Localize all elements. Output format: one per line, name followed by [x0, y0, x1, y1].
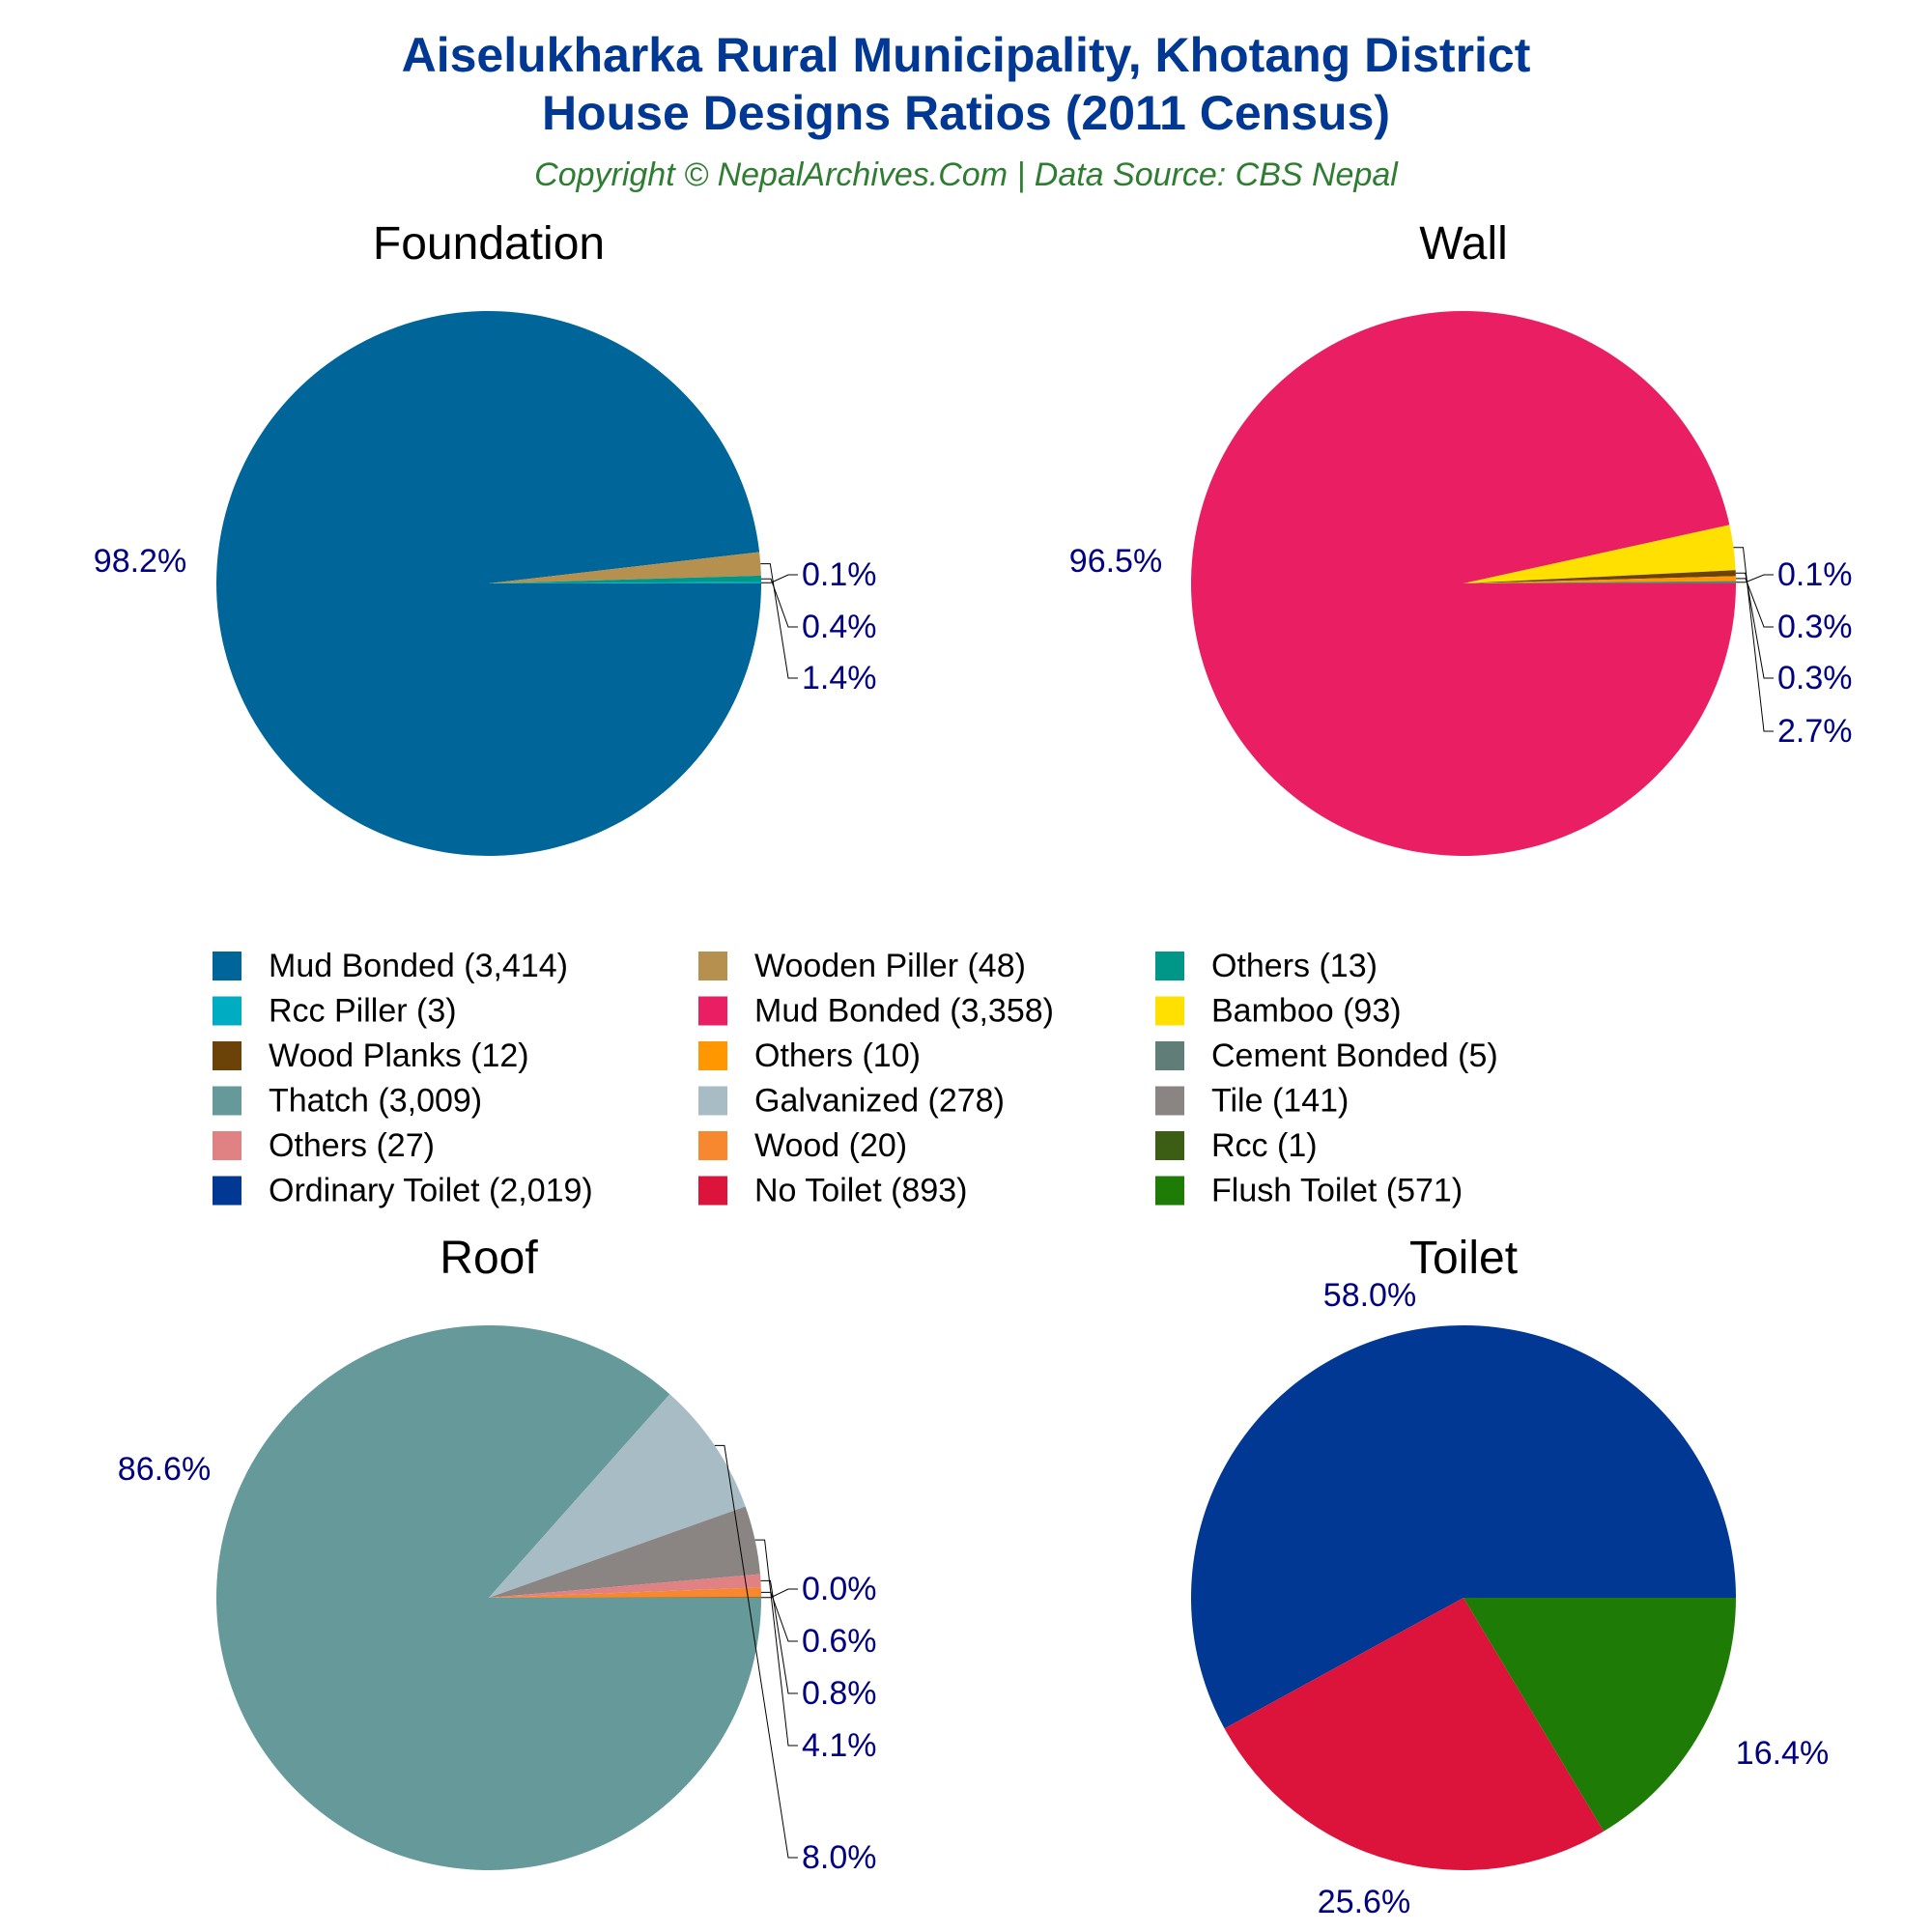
roof-pct-label-thatch: 86.6%	[118, 1451, 211, 1488]
roof-slice-others	[489, 1574, 761, 1598]
legend-swatch-no-toilet-893	[698, 1176, 727, 1206]
legend-swatch-others-10	[698, 1041, 727, 1070]
legend-swatch-galvanized-278	[698, 1086, 727, 1116]
legend-swatch-tile-141	[1155, 1086, 1184, 1116]
wall-chart-title: Wall	[1419, 218, 1508, 270]
legend-swatch-wooden-piller-48	[698, 952, 727, 980]
legend-label-rcc-piller-3: Rcc Piller (3)	[269, 993, 457, 1030]
legend-label-mud-bonded-3-358: Mud Bonded (3,358)	[754, 993, 1054, 1030]
foundation-chart-title: Foundation	[373, 218, 605, 270]
wall-leader-line	[1736, 578, 1774, 628]
roof-chart-title: Roof	[440, 1233, 538, 1284]
wall-pct-label-wood-planks: 0.3%	[1777, 660, 1853, 696]
legend-swatch-flush-toilet-571	[1155, 1176, 1184, 1206]
legend-swatch-wood-20	[698, 1131, 727, 1160]
foundation-slice-mud-bonded	[215, 310, 761, 856]
foundation-slice-rcc-piller	[489, 582, 762, 583]
legend-swatch-ordinary-toilet-2-019	[213, 1176, 242, 1206]
wall-slice-mud-bonded	[1190, 310, 1736, 856]
foundation-pct-label-rcc-piller: 0.1%	[802, 556, 877, 593]
toilet-pct-label-no-toilet: 25.6%	[1318, 1884, 1410, 1920]
foundation-leader-line	[760, 563, 798, 679]
toilet-pct-label-ordinary-toilet: 58.0%	[1323, 1277, 1416, 1314]
roof-slice-thatch	[215, 1324, 761, 1870]
roof-slice-tile	[489, 1506, 760, 1598]
legend-swatch-mud-bonded-3-414	[213, 952, 242, 980]
legend-swatch-rcc-piller-3	[213, 996, 242, 1026]
legend-swatch-thatch-3-009	[213, 1086, 242, 1116]
roof-pct-label-wood: 0.6%	[802, 1623, 877, 1660]
toilet-slice-no-toilet	[1224, 1598, 1605, 1871]
roof-pct-label-others: 0.8%	[802, 1675, 877, 1712]
foundation-pct-label-mud-bonded: 98.2%	[94, 543, 186, 580]
roof-pct-label-rcc: 0.0%	[802, 1571, 877, 1607]
wall-leader-line	[1736, 574, 1774, 583]
legend-label-no-toilet-893: No Toilet (893)	[754, 1173, 968, 1209]
roof-leader-line	[754, 1539, 798, 1747]
legend-label-bamboo-93: Bamboo (93)	[1211, 993, 1402, 1030]
roof-leader-line	[761, 1588, 798, 1599]
legend-swatch-wood-planks-12	[213, 1041, 242, 1070]
legend-swatch-others-27	[213, 1131, 242, 1160]
foundation-pct-label-others: 0.4%	[802, 609, 877, 645]
wall-slice-bamboo	[1463, 525, 1736, 583]
legend-label-others-13: Others (13)	[1211, 948, 1378, 984]
legend-label-others-10: Others (10)	[754, 1037, 921, 1074]
toilet-chart-title: Toilet	[1409, 1233, 1518, 1284]
wall-pct-label-cement-bonded: 0.1%	[1777, 556, 1853, 593]
legend-label-wooden-piller-48: Wooden Piller (48)	[754, 948, 1026, 984]
wall-pie-chart: Wall 96.5% 0.1% 0.3% 0.3% 2.7%	[1069, 218, 1853, 856]
legend-swatch-others-13	[1155, 952, 1184, 980]
roof-leader-line	[760, 1579, 798, 1694]
wall-pct-label-bamboo: 2.7%	[1777, 713, 1853, 750]
foundation-leader-line	[761, 574, 798, 583]
roof-pie-chart: Roof 86.6% 0.0% 0.6% 0.8% 4.1% 8.0%	[118, 1233, 877, 1876]
wall-pct-label-others: 0.3%	[1777, 609, 1853, 645]
wall-leader-line	[1735, 572, 1774, 679]
legend-label-rcc-1: Rcc (1)	[1211, 1127, 1318, 1164]
foundation-leader-line	[761, 578, 798, 628]
legend-label-thatch-3-009: Thatch (3,009)	[269, 1083, 482, 1120]
roof-leader-line	[760, 1591, 798, 1642]
legend-label-mud-bonded-3-414: Mud Bonded (3,414)	[269, 948, 568, 984]
legend-label-wood-20: Wood (20)	[754, 1127, 907, 1164]
roof-pct-label-tile: 4.1%	[802, 1727, 877, 1764]
legend-swatch-cement-bonded-5	[1155, 1041, 1184, 1070]
legend-swatch-mud-bonded-3-358	[698, 996, 727, 1026]
roof-slice-galvanized	[489, 1394, 746, 1598]
legend-swatch-bamboo-93	[1155, 996, 1184, 1026]
toilet-slice-ordinary-toilet	[1191, 1325, 1736, 1729]
wall-slice-wood-planks	[1463, 570, 1736, 583]
copyright-note: Copyright © NepalArchives.Com | Data Sou…	[534, 156, 1399, 193]
page-title: Aiselukharka Rural Municipality, Khotang…	[402, 28, 1531, 82]
legend-label-galvanized-278: Galvanized (278)	[754, 1083, 1005, 1120]
legend-swatch-rcc-1	[1155, 1131, 1184, 1160]
legend-label-cement-bonded-5: Cement Bonded (5)	[1211, 1037, 1498, 1074]
roof-slice-rcc	[489, 1597, 762, 1598]
wall-slice-others	[1463, 576, 1736, 583]
legend-label-others-27: Others (27)	[269, 1127, 435, 1164]
toilet-slice-flush-toilet	[1463, 1598, 1736, 1832]
foundation-pct-label-wooden-piller: 1.4%	[802, 660, 877, 696]
legend-label-tile-141: Tile (141)	[1211, 1083, 1349, 1120]
foundation-slice-others	[489, 575, 761, 583]
legend-label-ordinary-toilet-2-019: Ordinary Toilet (2,019)	[269, 1173, 593, 1209]
wall-slice-cement-bonded	[1463, 581, 1736, 583]
foundation-pie-chart: Foundation 98.2% 0.1% 0.4% 1.4%	[94, 218, 877, 856]
roof-pct-label-galvanized: 8.0%	[802, 1839, 877, 1876]
foundation-slice-wooden-piller	[489, 552, 761, 583]
legend-label-wood-planks-12: Wood Planks (12)	[269, 1037, 529, 1074]
legend-label-flush-toilet-571: Flush Toilet (571)	[1211, 1173, 1463, 1209]
toilet-pct-label-flush-toilet: 16.4%	[1736, 1735, 1829, 1772]
wall-leader-line	[1733, 547, 1774, 732]
page-subtitle-title: House Designs Ratios (2011 Census)	[542, 86, 1390, 140]
wall-pct-label-mud-bonded: 96.5%	[1069, 543, 1162, 580]
roof-leader-line	[714, 1444, 798, 1859]
legend: Mud Bonded (3,414) Wooden Piller (48) Othe…	[213, 948, 1498, 1209]
roof-slice-wood	[489, 1587, 761, 1598]
